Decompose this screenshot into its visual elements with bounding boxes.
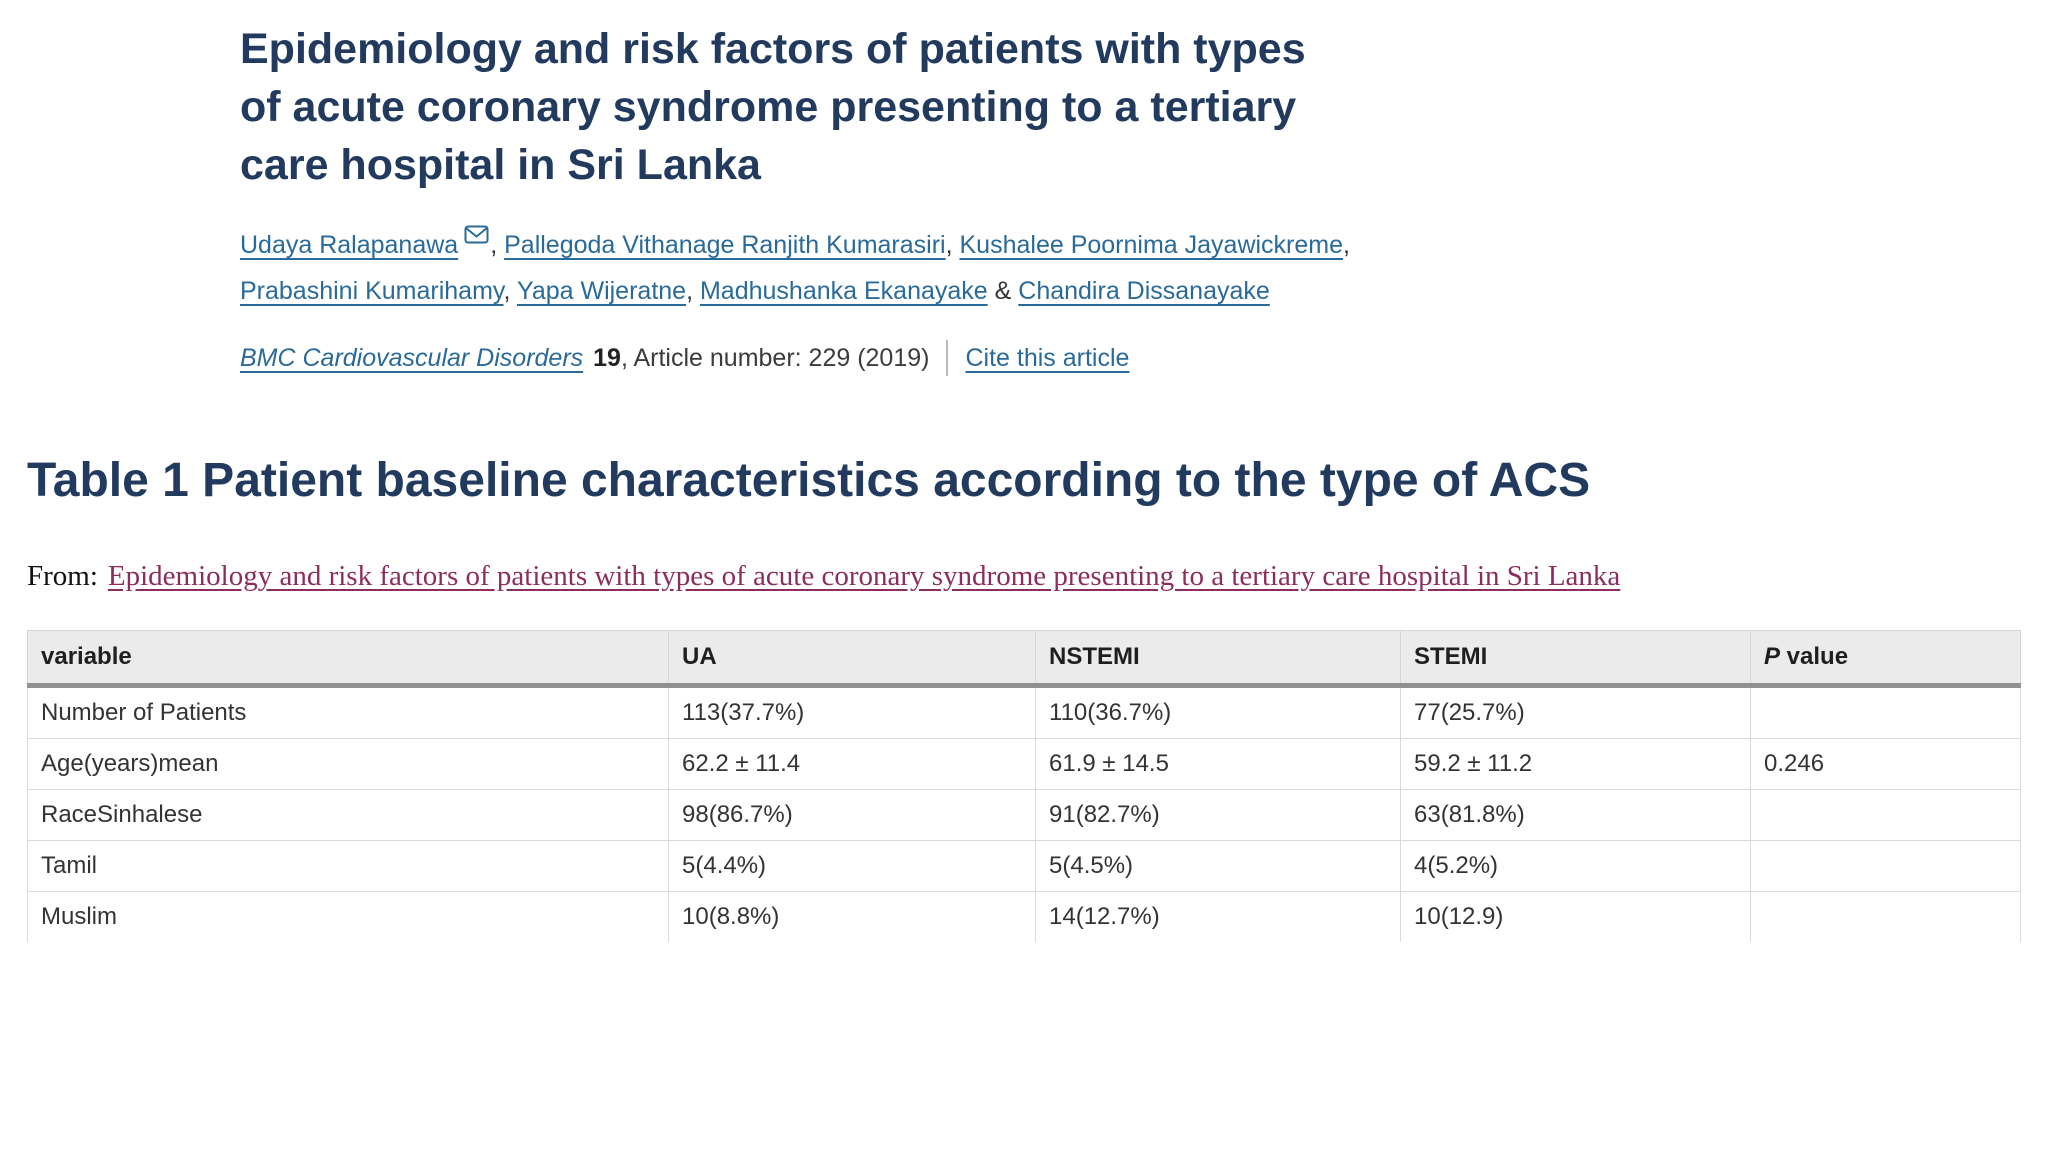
row-label: Tamil — [27, 840, 669, 892]
table-cell: 5(4.5%) — [1035, 840, 1401, 892]
article-header: Epidemiology and risk factors of patient… — [240, 20, 1740, 376]
author-link[interactable]: Pallegoda Vithanage Ranjith Kumarasiri — [504, 231, 946, 259]
column-header-ua: UA — [668, 630, 1036, 688]
from-label: From: — [27, 560, 98, 592]
author-link[interactable]: Prabashini Kumarihamy — [240, 277, 504, 305]
table-cell — [1750, 789, 2021, 841]
author-separator: , — [945, 231, 960, 259]
column-header-stemi: STEMI — [1400, 630, 1751, 688]
table-cell: 62.2 ± 11.4 — [668, 738, 1036, 790]
table-cell: 4(5.2%) — [1400, 840, 1751, 892]
author-list: Udaya Ralapanawa, Pallegoda Vithanage Ra… — [240, 222, 1740, 314]
author-line-2: Prabashini Kumarihamy, Yapa Wijeratne, M… — [240, 268, 1740, 314]
author-link[interactable]: Chandira Dissanayake — [1018, 277, 1270, 305]
author-separator: , — [1343, 231, 1350, 259]
author-line-1: Udaya Ralapanawa, Pallegoda Vithanage Ra… — [240, 222, 1740, 268]
table-cell: 91(82.7%) — [1035, 789, 1401, 841]
table-cell — [1750, 840, 2021, 892]
author-separator: , — [503, 277, 517, 305]
article-number-info: , Article number: 229 (2019) — [620, 344, 930, 372]
table-row-race-sinhalese: RaceSinhalese 98(86.7%) 91(82.7%) 63(81.… — [27, 789, 2021, 841]
journal-link[interactable]: BMC Cardiovascular Disorders — [240, 344, 584, 372]
email-envelope-icon[interactable] — [464, 225, 489, 244]
author-separator: , — [490, 231, 505, 259]
cite-this-article-link[interactable]: Cite this article — [965, 344, 1130, 372]
table-row-number-of-patients: Number of Patients 113(37.7%) 110(36.7%)… — [27, 685, 2021, 739]
table-cell: 77(25.7%) — [1400, 685, 1751, 739]
table-row-tamil: Tamil 5(4.4%) 5(4.5%) 4(5.2%) — [27, 840, 2021, 892]
column-header-variable: variable — [27, 630, 669, 688]
table-row-age: Age(years)mean 62.2 ± 11.4 61.9 ± 14.5 5… — [27, 738, 2021, 790]
author-separator: & — [987, 277, 1019, 305]
journal-line: BMC Cardiovascular Disorders 19, Article … — [240, 340, 1740, 376]
author-link[interactable]: Madhushanka Ekanayake — [699, 277, 988, 305]
author-link[interactable]: Yapa Wijeratne — [517, 277, 687, 305]
title-line-1: Epidemiology and risk factors of patient… — [240, 25, 1306, 73]
article-title: Epidemiology and risk factors of patient… — [240, 20, 1740, 194]
table-cell: 113(37.7%) — [668, 685, 1036, 739]
column-header-nstemi: NSTEMI — [1035, 630, 1401, 688]
table-cell — [1750, 891, 2021, 942]
row-label: Age(years)mean — [27, 738, 669, 790]
row-label: RaceSinhalese — [27, 789, 669, 841]
table-header-row: variable UA NSTEMI STEMI P value — [27, 630, 2021, 688]
table-cell: 5(4.4%) — [668, 840, 1036, 892]
title-line-3: care hospital in Sri Lanka — [240, 141, 761, 189]
row-label: Number of Patients — [27, 685, 669, 739]
table-cell: 0.246 — [1750, 738, 2021, 790]
baseline-characteristics-table: variable UA NSTEMI STEMI P value Number … — [27, 630, 2021, 942]
author-separator: , — [686, 277, 700, 305]
table-cell: 10(8.8%) — [668, 891, 1036, 942]
table-cell: 98(86.7%) — [668, 789, 1036, 841]
table-title: Table 1 Patient baseline characteristics… — [27, 454, 1591, 507]
author-link[interactable]: Kushalee Poornima Jayawickreme — [959, 231, 1344, 259]
table-cell: 14(12.7%) — [1035, 891, 1401, 942]
p-symbol: P — [1764, 643, 1781, 670]
row-label: Muslim — [27, 891, 669, 942]
table-cell: 10(12.9) — [1400, 891, 1751, 942]
journal-volume: 19 — [593, 344, 621, 372]
table-row-muslim: Muslim 10(8.8%) 14(12.7%) 10(12.9) — [27, 891, 2021, 942]
p-value-label: value — [1780, 643, 1849, 670]
title-line-2: of acute coronary syndrome presenting to… — [240, 83, 1297, 131]
table-cell: 59.2 ± 11.2 — [1400, 738, 1751, 790]
table-container: variable UA NSTEMI STEMI P value Number … — [27, 630, 2021, 942]
table-cell: 110(36.7%) — [1035, 685, 1401, 739]
table-cell: 63(81.8%) — [1400, 789, 1751, 841]
author-link[interactable]: Udaya Ralapanawa — [240, 231, 459, 259]
from-line: From: Epidemiology and risk factors of pa… — [27, 560, 1620, 593]
vertical-divider — [946, 340, 949, 376]
column-header-pvalue: P value — [1750, 630, 2021, 688]
table-cell: 61.9 ± 14.5 — [1035, 738, 1401, 790]
from-article-link[interactable]: Epidemiology and risk factors of patient… — [107, 560, 1621, 592]
table-cell — [1750, 685, 2021, 739]
